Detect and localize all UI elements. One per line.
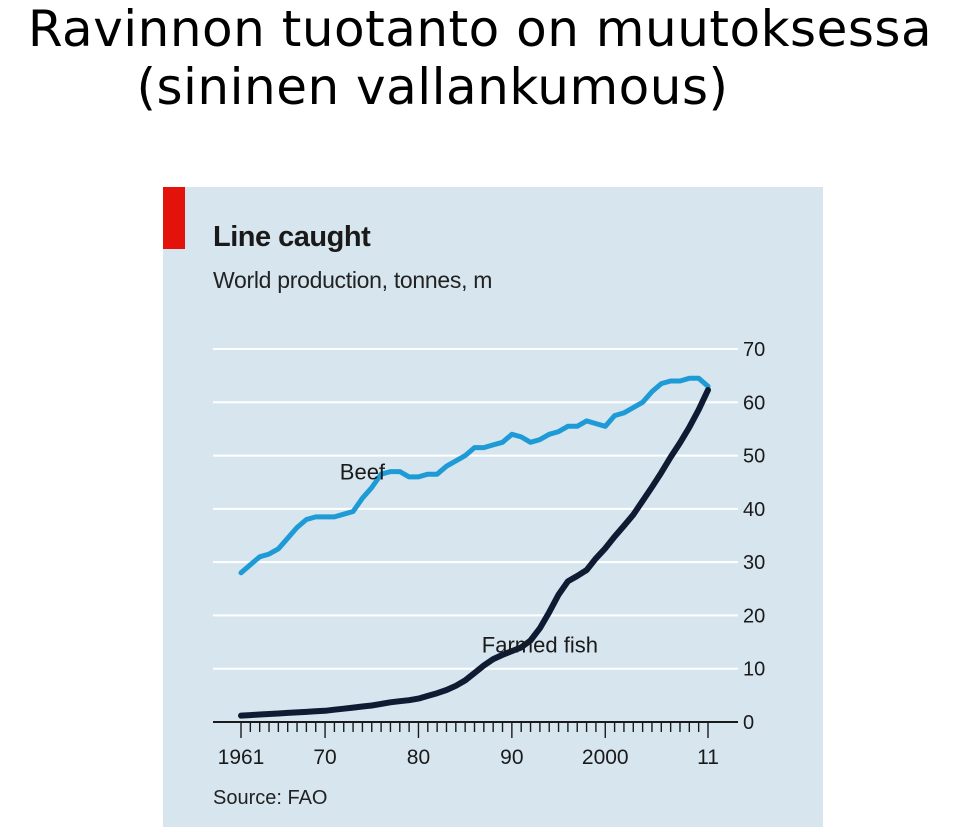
slide-title-line-2: (sininen vallankumous) xyxy=(136,58,729,116)
y-tick-label-60: 60 xyxy=(743,392,765,414)
y-tick-label-20: 20 xyxy=(743,605,765,627)
y-tick-label-40: 40 xyxy=(743,499,765,521)
y-tick-label-50: 50 xyxy=(743,446,765,468)
chart-subtitle: World production, tonnes, m xyxy=(213,267,493,293)
chart-title: Line caught xyxy=(213,221,371,253)
series-label-beef: Beef xyxy=(340,460,386,485)
y-tick-label-30: 30 xyxy=(743,552,765,574)
series-line-beef xyxy=(238,375,711,576)
line-chart: 0 10 20 30 40 50 60 70 1961 70 80 90 2000 11 Beef Farme… xyxy=(213,339,765,769)
x-tick-label-90: 90 xyxy=(500,746,523,769)
x-tick-label-70: 70 xyxy=(313,746,336,769)
chart-source: Source: FAO xyxy=(213,787,328,809)
slide-title: Ravinnon tuotanto on muutoksessa (sinine… xyxy=(0,0,960,116)
slide-title-line-1: Ravinnon tuotanto on muutoksessa xyxy=(27,0,933,58)
y-tick-label-70: 70 xyxy=(743,339,765,361)
x-tick-label-2000: 2000 xyxy=(582,746,629,769)
red-accent-tag xyxy=(163,187,185,249)
y-tick-label-10: 10 xyxy=(743,659,765,681)
y-tick-label-0: 0 xyxy=(743,712,754,734)
x-tick-label-1961: 1961 xyxy=(218,746,265,769)
x-tick-label-11: 11 xyxy=(697,746,719,769)
chart-panel: Line caught World production, tonnes, m … xyxy=(163,187,823,827)
x-tick-label-80: 80 xyxy=(407,746,430,769)
series-line-farmed-fish xyxy=(238,387,711,719)
series-label-farmed-fish: Farmed fish xyxy=(482,633,598,658)
